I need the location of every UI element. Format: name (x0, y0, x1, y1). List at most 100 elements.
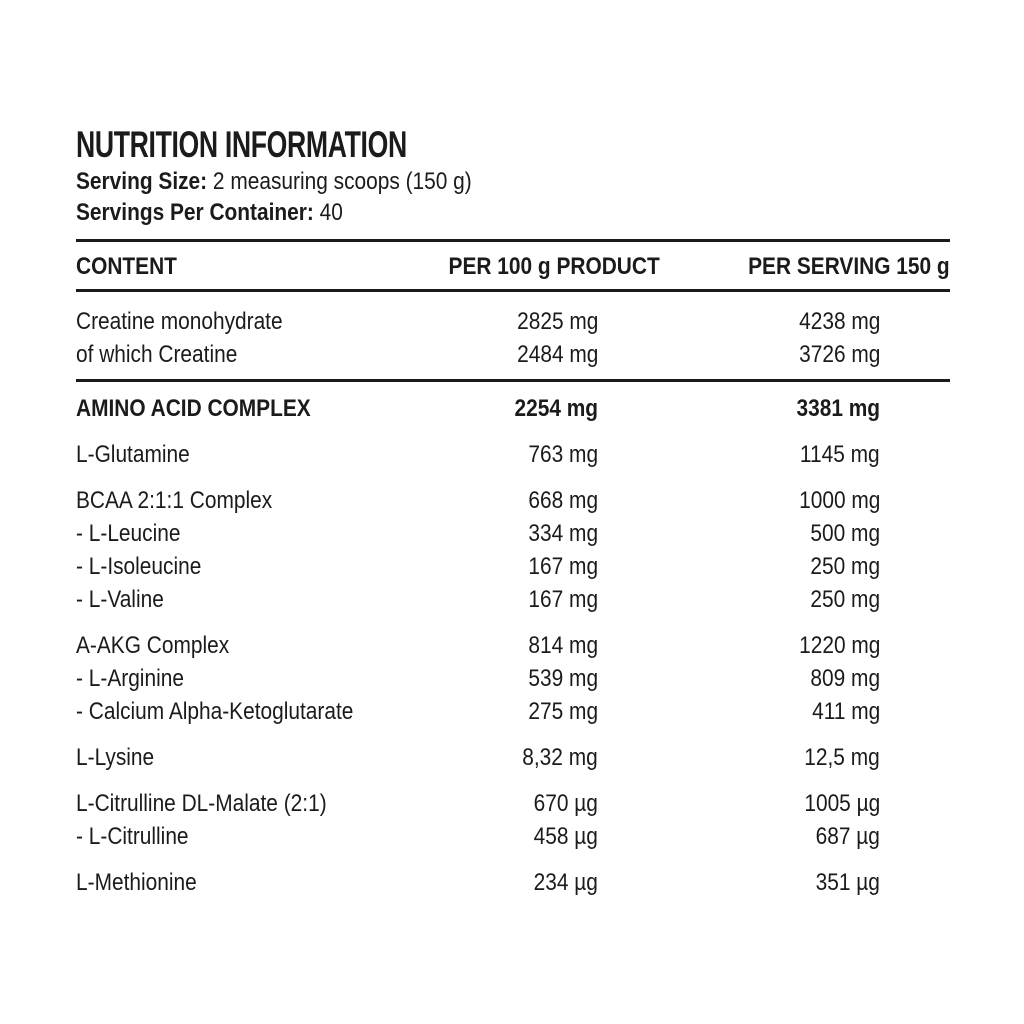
per-100g-value: 814 mg (528, 632, 598, 659)
per-serving-value: 3381 mg (796, 395, 880, 422)
per-serving-value: 1145 mg (800, 441, 880, 468)
per-100g-value-cell: 234 µg (410, 866, 660, 899)
per-serving-value-cell: 500 mg (660, 517, 950, 550)
nutrient-name: - L-Isoleucine (76, 553, 202, 580)
per-100g-value-cell: 814 mg (410, 629, 660, 662)
per-100g-value: 2254 mg (514, 395, 598, 422)
per-100g-value-cell: 167 mg (410, 583, 660, 616)
table-row: - Calcium Alpha-Ketoglutarate 275 mg 411 m… (76, 695, 950, 728)
per-100g-value-cell: 763 mg (410, 438, 660, 471)
nutrient-name-cell: BCAA 2:1:1 Complex (76, 484, 410, 517)
nutrient-name-cell: of which Creatine (76, 338, 410, 371)
per-serving-value-cell: 1220 mg (660, 629, 950, 662)
per-100g-value: 8,32 mg (522, 744, 598, 771)
per-serving-value-cell: 351 µg (660, 866, 950, 899)
per-serving-value-cell: 250 mg (660, 550, 950, 583)
per-100g-value: 167 mg (528, 586, 598, 613)
nutrient-name: L-Citrulline DL-Malate (2:1) (76, 790, 327, 817)
serving-size-label: Serving Size: (76, 168, 208, 195)
servings-per-container-line: Servings Per Container: 40 (76, 197, 950, 228)
per-100g-value: 275 mg (528, 698, 598, 725)
per-100g-value-cell: 2825 mg (410, 305, 660, 338)
serving-size-line: Serving Size: 2 measuring scoops (150 g) (76, 166, 950, 197)
per-serving-value: 351 µg (815, 869, 880, 896)
nutrient-name-cell: - L-Valine (76, 583, 410, 616)
servings-per-container-label: Servings Per Container: (76, 199, 314, 226)
nutrient-name: L-Lysine (76, 744, 155, 771)
page-title: NUTRITION INFORMATION (76, 124, 950, 166)
table-row: L-Methionine 234 µg 351 µg (76, 866, 950, 899)
per-100g-value-cell: 8,32 mg (410, 741, 660, 774)
nutrient-name-cell: - L-Citrulline (76, 820, 410, 853)
table-row: - L-Arginine 539 mg 809 mg (76, 662, 950, 695)
nutrient-name: AMINO ACID COMPLEX (76, 395, 311, 422)
table-row: - L-Leucine 334 mg 500 mg (76, 517, 950, 550)
header-per-100g: PER 100 g PRODUCT (448, 253, 660, 280)
per-serving-value-cell: 411 mg (660, 695, 950, 728)
header-content: CONTENT (76, 253, 177, 280)
per-serving-value-cell: 3726 mg (660, 338, 950, 371)
per-serving-value: 250 mg (810, 586, 880, 613)
per-100g-value-cell: 458 µg (410, 820, 660, 853)
per-serving-value: 4238 mg (798, 308, 880, 335)
per-serving-value: 1000 mg (798, 487, 880, 514)
nutrient-name: L-Glutamine (76, 441, 190, 468)
per-serving-value-cell: 3381 mg (660, 392, 950, 425)
table-header-row: CONTENT PER 100 g PRODUCT PER SERVING 15… (76, 239, 950, 292)
per-serving-value: 687 µg (815, 823, 880, 850)
nutrient-name-cell: - Calcium Alpha-Ketoglutarate (76, 695, 410, 728)
header-per-serving: PER SERVING 150 g (748, 253, 950, 280)
per-100g-value: 763 mg (528, 441, 598, 468)
nutrient-group: Creatine monohydrate 2825 mg 4238 mg of whi… (76, 292, 950, 382)
table-row: A-AKG Complex 814 mg 1220 mg (76, 629, 950, 662)
nutrient-name-cell: L-Citrulline DL-Malate (2:1) (76, 787, 410, 820)
per-100g-value: 334 mg (528, 520, 598, 547)
per-serving-value: 250 mg (810, 553, 880, 580)
per-serving-value: 809 mg (810, 665, 880, 692)
per-serving-value-cell: 687 µg (660, 820, 950, 853)
nutrient-name-cell: - L-Arginine (76, 662, 410, 695)
table-row: - L-Valine 167 mg 250 mg (76, 583, 950, 616)
table-row: of which Creatine 2484 mg 3726 mg (76, 338, 950, 371)
nutrient-name: - L-Valine (76, 586, 164, 613)
nutrient-name-cell: - L-Isoleucine (76, 550, 410, 583)
page-title-text: NUTRITION INFORMATION (76, 124, 407, 165)
header-per-100g-cell: PER 100 g PRODUCT (410, 253, 660, 280)
table-row: BCAA 2:1:1 Complex 668 mg 1000 mg (76, 484, 950, 517)
table-row: - L-Citrulline 458 µg 687 µg (76, 820, 950, 853)
per-serving-value-cell: 12,5 mg (660, 741, 950, 774)
nutrition-label: NUTRITION INFORMATION Serving Size: 2 me… (76, 124, 950, 899)
nutrient-group: AMINO ACID COMPLEX 2254 mg 3381 mg (76, 392, 950, 425)
per-serving-value: 1220 mg (798, 632, 880, 659)
nutrient-group: L-Citrulline DL-Malate (2:1) 670 µg 1005 µ… (76, 787, 950, 853)
nutrient-name: Creatine monohydrate (76, 308, 283, 335)
table-row: - L-Isoleucine 167 mg 250 mg (76, 550, 950, 583)
per-serving-value-cell: 250 mg (660, 583, 950, 616)
per-100g-value-cell: 167 mg (410, 550, 660, 583)
per-100g-value-cell: 334 mg (410, 517, 660, 550)
nutrient-name-cell: Creatine monohydrate (76, 305, 410, 338)
nutrient-name-cell: L-Methionine (76, 866, 410, 899)
per-100g-value: 670 µg (533, 790, 598, 817)
per-serving-value: 500 mg (810, 520, 880, 547)
nutrient-name: - L-Arginine (76, 665, 184, 692)
per-100g-value-cell: 668 mg (410, 484, 660, 517)
nutrient-name: L-Methionine (76, 869, 197, 896)
nutrient-name-cell: AMINO ACID COMPLEX (76, 392, 410, 425)
nutrient-group: A-AKG Complex 814 mg 1220 mg - L-Arginine 53… (76, 629, 950, 728)
per-serving-value: 12,5 mg (804, 744, 880, 771)
nutrient-name: - L-Citrulline (76, 823, 189, 850)
per-100g-value: 234 µg (533, 869, 598, 896)
nutrient-name: - L-Leucine (76, 520, 181, 547)
nutrient-group: L-Lysine 8,32 mg 12,5 mg (76, 741, 950, 774)
nutrient-group: BCAA 2:1:1 Complex 668 mg 1000 mg - L-Leuci… (76, 484, 950, 616)
per-100g-value: 2825 mg (516, 308, 598, 335)
serving-size-value: 2 measuring scoops (150 g) (212, 168, 472, 195)
nutrient-name: BCAA 2:1:1 Complex (76, 487, 273, 514)
per-serving-value-cell: 1145 mg (660, 438, 950, 471)
per-100g-value: 167 mg (528, 553, 598, 580)
table-row: L-Lysine 8,32 mg 12,5 mg (76, 741, 950, 774)
table-row: AMINO ACID COMPLEX 2254 mg 3381 mg (76, 392, 950, 425)
nutrient-name-cell: A-AKG Complex (76, 629, 410, 662)
